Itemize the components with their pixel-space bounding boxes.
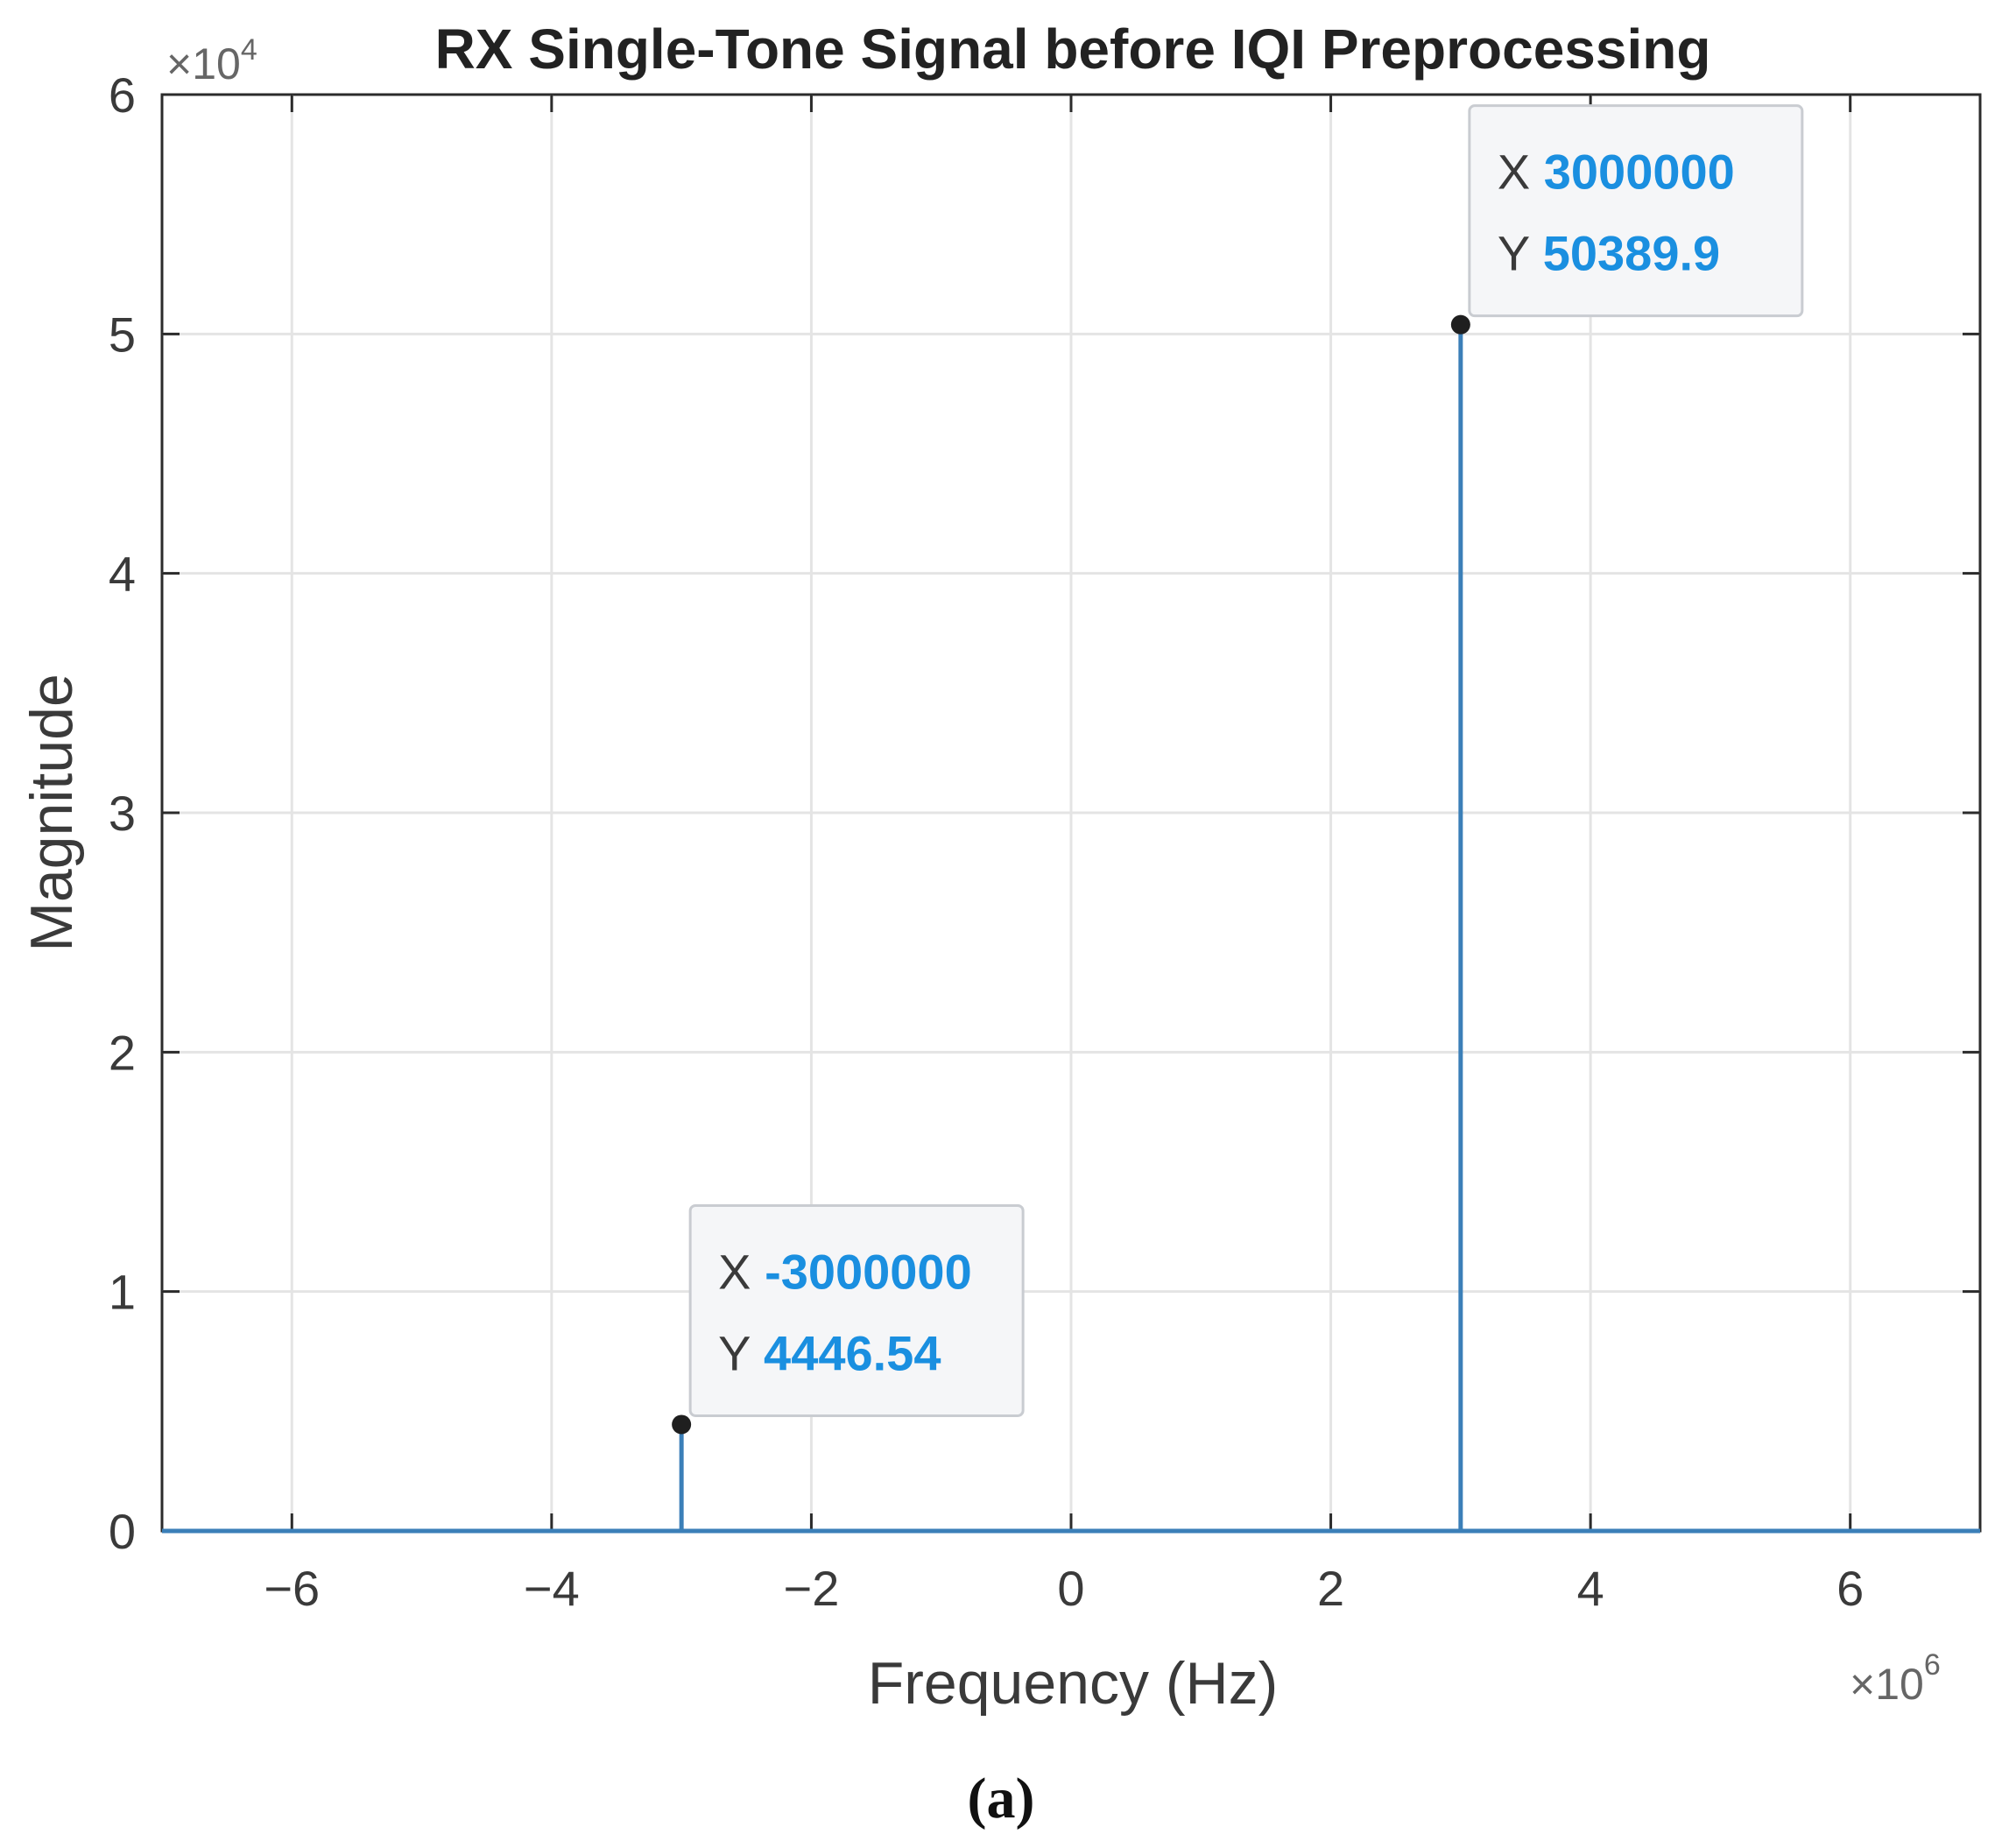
y-tick-label: 2	[109, 1025, 136, 1080]
datatip-box	[688, 1203, 1025, 1417]
x-tick-label: 4	[1577, 1561, 1604, 1616]
datatip-box	[1468, 104, 1804, 318]
chart-title: RX Single-Tone Signal before IQI Preproc…	[435, 18, 1711, 81]
x-exponent-label: ×106	[1850, 1648, 1941, 1709]
x-axis-title: Frequency (Hz)	[868, 1650, 1279, 1717]
x-tick-label: 2	[1317, 1561, 1344, 1616]
x-tick-label: −2	[783, 1561, 839, 1616]
y-tick-label: 3	[109, 786, 136, 841]
x-tick-label: −4	[524, 1561, 580, 1616]
datatip-marker	[672, 1414, 692, 1435]
y-tick-label: 1	[109, 1265, 136, 1320]
figure-caption: (a)	[968, 1767, 1035, 1830]
y-tick-label: 6	[109, 67, 136, 123]
x-tick-label: 0	[1057, 1561, 1084, 1616]
x-tick-label: 6	[1836, 1561, 1864, 1616]
datatip-y-row: Y 50389.9	[1498, 226, 1720, 281]
datatip-x-row: X 3000000	[1498, 145, 1735, 200]
y-tick-label: 5	[109, 307, 136, 362]
y-exponent-label: ×104	[166, 33, 257, 88]
datatip-marker	[1450, 314, 1470, 335]
datatips: X 3000000 Y 50389.9 X -3000000 Y 4446.54	[672, 104, 1804, 1435]
datatip-y-row: Y 4446.54	[718, 1325, 941, 1380]
stem-series	[162, 324, 1980, 1534]
y-tick-label: 0	[109, 1504, 136, 1559]
datatip-x-row: X -3000000	[718, 1244, 972, 1299]
y-tick-label: 4	[109, 547, 136, 602]
x-tick-label: −6	[264, 1561, 320, 1616]
axis-ticks: −6 −4 −2 0 2 4 6 0 1 2 3 4 5 6	[109, 67, 1980, 1616]
y-axis-title: Magnitude	[18, 674, 85, 952]
